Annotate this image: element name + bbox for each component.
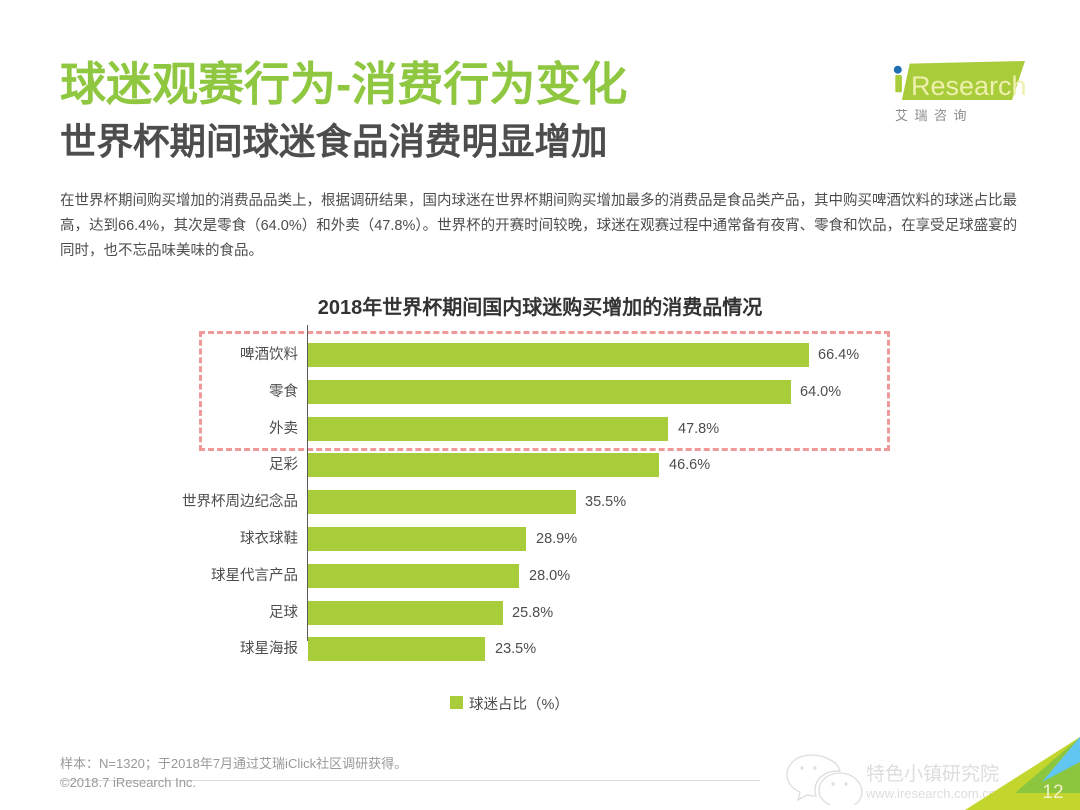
svg-text:12: 12 (1042, 782, 1063, 803)
